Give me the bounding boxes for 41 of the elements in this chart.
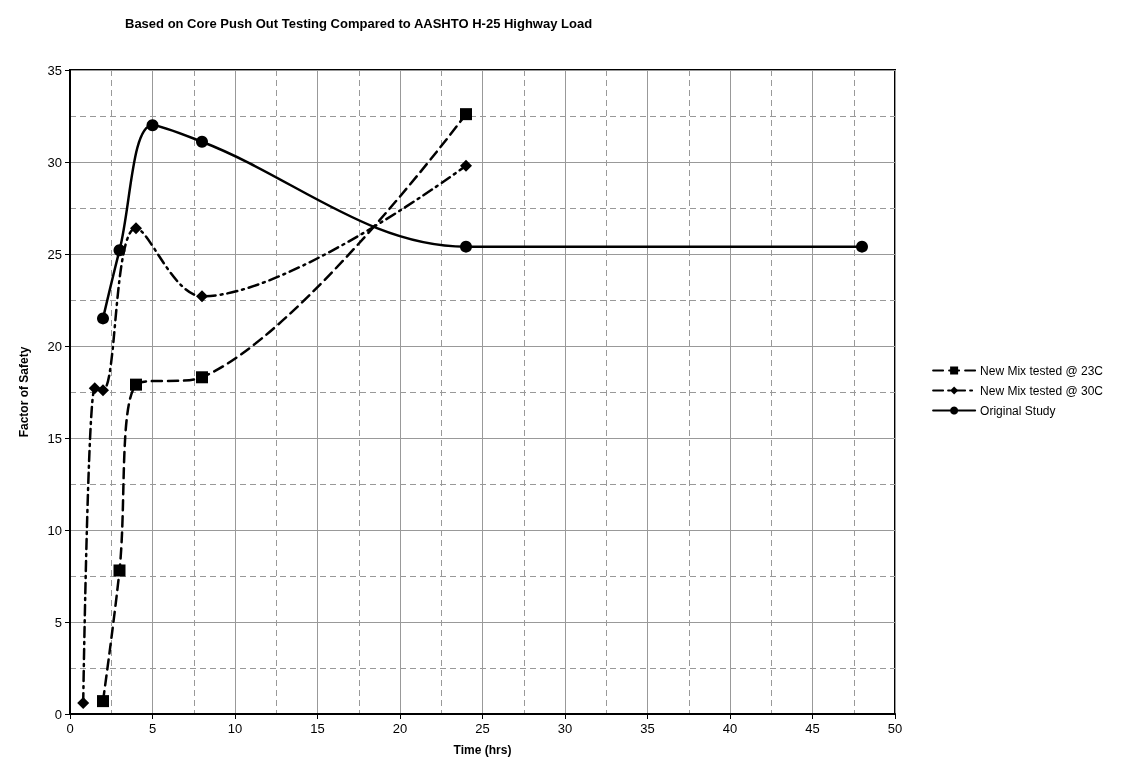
legend-label: Original Study: [980, 403, 1056, 418]
point: [113, 564, 126, 577]
x-tick-label: 25: [475, 721, 490, 736]
x-tick-label: 50: [887, 721, 903, 736]
point: [460, 108, 472, 121]
point: [113, 244, 126, 257]
point: [130, 222, 142, 235]
x-axis-title: Time (hrs): [453, 743, 512, 757]
y-axis-title: Factor of Safety: [17, 346, 31, 438]
y-tick-label: 30: [47, 154, 62, 170]
x-tick-label: 45: [805, 721, 820, 736]
y-tick-label: 0: [54, 706, 62, 722]
x-tick-label: 30: [557, 721, 573, 736]
x-tick-label: 10: [227, 721, 243, 736]
y-tick-label: 25: [47, 246, 62, 262]
x-tick-label: 35: [640, 721, 655, 736]
point: [88, 382, 101, 395]
point: [460, 159, 472, 172]
point: [196, 135, 208, 148]
y-tick-label: 5: [54, 614, 62, 630]
point: [196, 290, 208, 303]
y-tick-label: 15: [47, 430, 62, 446]
x-tick-label: 20: [392, 721, 408, 736]
point: [97, 312, 109, 325]
y-tick-label: 35: [47, 62, 62, 78]
point: [97, 695, 109, 708]
y-tick-label: 10: [47, 522, 62, 538]
x-tick-label: 5: [148, 721, 157, 736]
point: [146, 119, 159, 132]
point: [130, 378, 142, 391]
point: [460, 240, 472, 253]
legend-label: New Mix tested @ 30C: [980, 383, 1104, 398]
x-tick-label: 40: [722, 721, 738, 736]
x-tick-label: 15: [310, 721, 325, 736]
point: [97, 384, 109, 397]
x-tick-label: 0: [66, 721, 74, 736]
point: [856, 240, 868, 253]
legend-label: New Mix tested @ 23C: [980, 363, 1104, 378]
chart-title: Based on Core Push Out Testing Compared to AASHTO H-25 Highway Load: [125, 16, 593, 31]
y-tick-label: 20: [47, 338, 62, 354]
point: [196, 371, 208, 384]
